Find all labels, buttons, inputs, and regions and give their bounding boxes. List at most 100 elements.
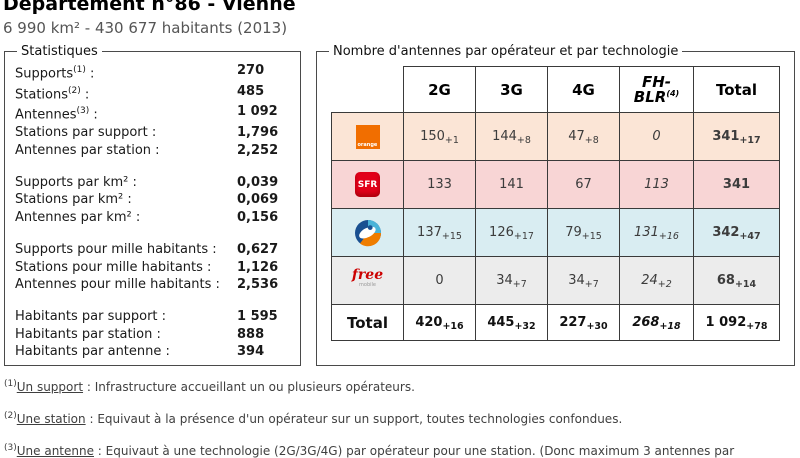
cell-total-2g: 420+16 [403,304,476,341]
stat-value: 1,126 [237,259,279,275]
cell-sfr-2g: 133 [403,160,476,209]
free-mobile-logo: free mobile [351,267,384,288]
cell-orange-4g: 47+8 [547,112,620,161]
col-header-fh-blr: FH- BLR(4) [619,66,694,113]
stat-value: 270 [237,63,265,78]
statistics-panel: Statistiques Supports(1) : 270 Stations(… [4,44,301,366]
stat-value: 0,039 [237,175,279,191]
stat-label: Antennes pour mille habitants : [15,277,220,293]
col-header-4g: 4G [547,66,620,113]
cell-sfr-3g: 141 [475,160,548,209]
col-header-3g: 3G [475,66,548,113]
stat-row: Habitants par antenne : 394 [15,343,290,360]
cell-orange-total: 341+17 [693,112,780,161]
cell-orange-fhblr: 0 [619,112,694,161]
total-row-label: Total [331,304,404,341]
stat-row: Antennes(3) : 1 092 [15,103,290,124]
stat-row: Stations pour mille habitants : 1,126 [15,259,290,276]
stat-value: 0,069 [237,192,279,208]
cell-orange-3g: 144+8 [475,112,548,161]
stat-value: 0,627 [237,242,279,258]
footnote-station: (2)Une station : Equivaut à la présence … [4,411,623,426]
stat-row: Habitants par support : 1 595 [15,308,290,325]
stats-group-per-km2: Supports par km² : 0,039 Stations par km… [15,174,290,226]
footnote-support: (1)Un support : Infrastructure accueilla… [4,379,415,394]
footnotes: (1)Un support : Infrastructure accueilla… [4,379,796,458]
stat-row: Stations par km² : 0,069 [15,191,290,208]
antenna-table: 2G 3G 4G FH- BLR(4) Total orange 150+1 1… [331,66,780,341]
stat-row: Habitants par station : 888 [15,326,290,343]
operator-cell-orange: orange [331,112,404,161]
stat-label: Antennes par km² : [15,209,141,225]
stat-value: 485 [237,83,265,99]
stat-row: Supports pour mille habitants : 0,627 [15,241,290,258]
cell-sfr-fhblr: 113 [619,160,694,209]
cell-total-3g: 445+32 [475,304,548,341]
stats-group-counts: Supports(1) : 270 Stations(2) : 485 Ante… [15,62,290,159]
cell-free-2g: 0 [403,256,476,305]
cell-free-fhblr: 24+2 [619,256,694,305]
stat-row: Supports(1) : 270 [15,62,290,83]
cell-bouygues-total: 342+47 [693,208,780,257]
stat-label: Supports pour mille habitants : [15,242,217,258]
stat-row: Antennes pour mille habitants : 2,536 [15,276,290,293]
page-subtitle: 6 990 km² - 430 677 habitants (2013) [3,19,288,37]
col-header-2g: 2G [403,66,476,113]
stat-label: Stations(2) : [15,85,90,103]
stat-value: 2,252 [237,142,279,158]
stat-value: 1 595 [237,309,278,325]
cell-free-total: 68+14 [693,256,780,305]
operator-cell-sfr: SFR [331,160,404,209]
stat-label: Antennes(3) : [15,106,98,123]
stat-label: Habitants par station : [15,326,161,342]
cell-bouygues-2g: 137+15 [403,208,476,257]
cell-total-4g: 227+30 [547,304,620,341]
cell-total-total: 1 092+78 [693,304,780,341]
col-header-total: Total [693,66,780,113]
operator-cell-free: free mobile [331,256,404,305]
stat-label: Habitants par support : [15,309,167,325]
table-row-sfr: SFR 133 141 67 113 341 [331,160,780,209]
stat-value: 1,796 [237,125,279,141]
table-row-orange: orange 150+1 144+8 47+8 0 341+17 [331,112,780,161]
table-row-bouygues: 137+15 126+17 79+15 131+16 342+47 [331,208,780,257]
footnote-antenne: (3)Une antenne : Equivaut à une technolo… [4,443,735,458]
cell-sfr-4g: 67 [547,160,620,209]
stat-label: Stations par support : [15,125,157,141]
cell-total-fhblr: 268+18 [619,304,694,341]
cell-orange-2g: 150+1 [403,112,476,161]
content-panels: Statistiques Supports(1) : 270 Stations(… [4,44,795,366]
stat-value: 1 092 [237,104,278,120]
cell-bouygues-fhblr: 131+16 [619,208,694,257]
stats-group-habitants: Habitants par support : 1 595 Habitants … [15,308,290,360]
cell-sfr-total: 341 [693,160,780,209]
orange-logo: orange [355,124,380,149]
stat-row: Stations(2) : 485 [15,83,290,104]
stat-row: Antennes par km² : 0,156 [15,209,290,226]
table-header-row: 2G 3G 4G FH- BLR(4) Total [331,66,780,113]
antenna-table-panel: Nombre d'antennes par opérateur et par t… [316,44,795,366]
stat-value: 394 [237,344,265,360]
stat-label: Habitants par antenne : [15,344,170,360]
stat-value: 0,156 [237,209,279,225]
corner-blank-cell [331,66,404,113]
statistics-legend: Statistiques [21,44,98,59]
stat-label: Supports par km² : [15,175,137,191]
stat-label: Supports(1) : [15,65,95,82]
bouygues-logo [354,219,381,246]
table-row-total: Total 420+16 445+32 227+30 268+18 1 092+… [331,304,780,341]
stat-value: 888 [237,326,265,342]
stat-label: Antennes par station : [15,142,160,158]
stat-row: Stations par support : 1,796 [15,124,290,141]
cell-bouygues-3g: 126+17 [475,208,548,257]
cell-bouygues-4g: 79+15 [547,208,620,257]
cell-free-4g: 34+7 [547,256,620,305]
cell-free-3g: 34+7 [475,256,548,305]
table-row-free: free mobile 0 34+7 34+7 24+2 68+14 [331,256,780,305]
antenna-table-legend: Nombre d'antennes par opérateur et par t… [333,44,679,59]
stat-row: Supports par km² : 0,039 [15,174,290,191]
stat-label: Stations par km² : [15,192,132,208]
operator-cell-bouygues [331,208,404,257]
page-title: Département n°86 - Vienne [3,0,296,15]
stats-group-per-capita: Supports pour mille habitants : 0,627 St… [15,241,290,293]
